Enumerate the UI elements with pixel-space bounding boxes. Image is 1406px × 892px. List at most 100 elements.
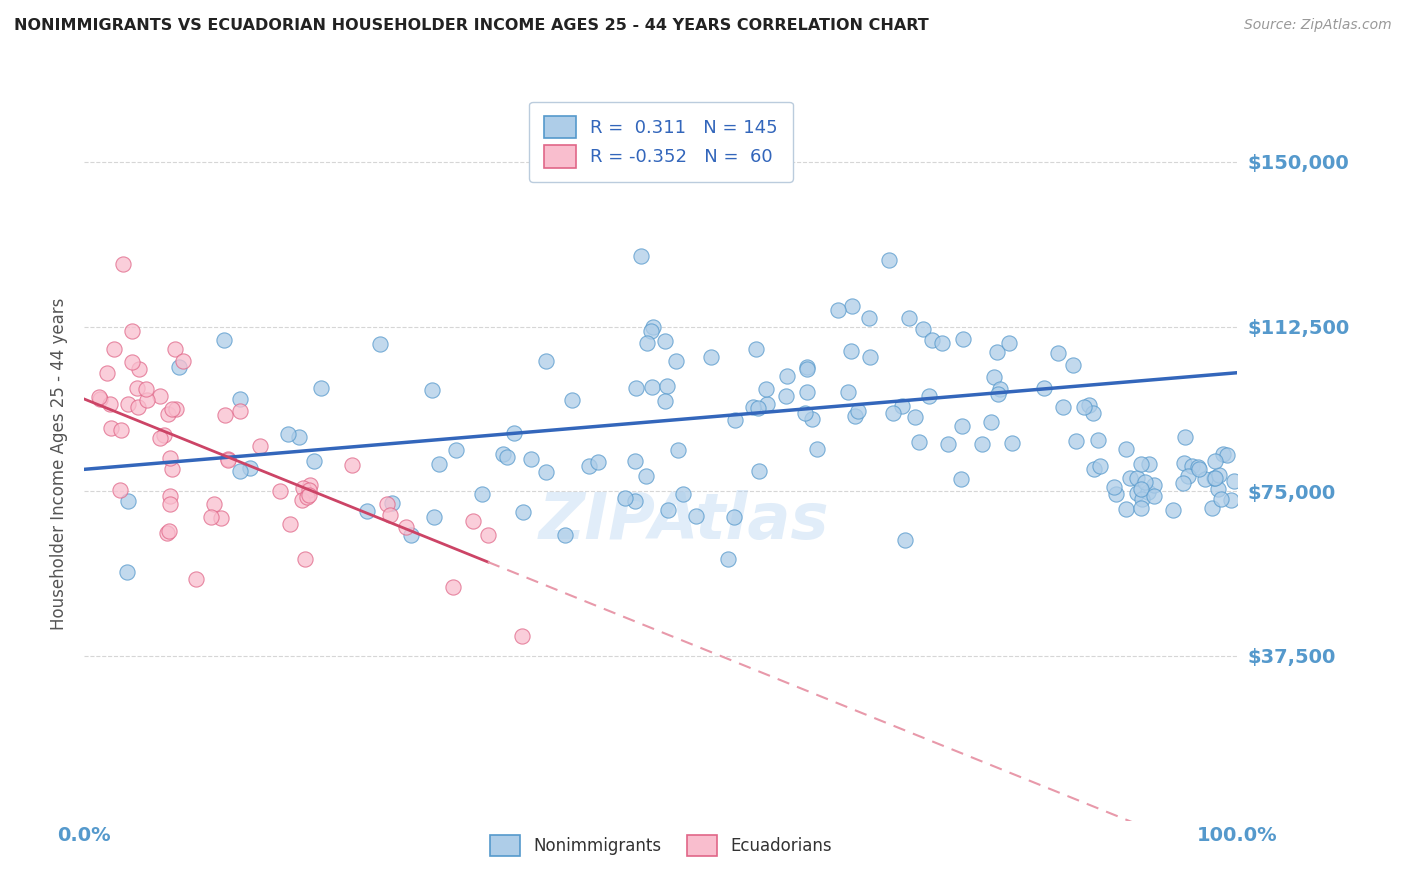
Point [741, 400, 763, 414]
Point [239, 461, 262, 475]
Point [512, 505, 534, 519]
Point [1032, 381, 1054, 395]
Point [894, 533, 917, 548]
Point [115, 565, 138, 579]
Point [745, 342, 768, 356]
Point [936, 437, 959, 451]
Point [163, 342, 186, 356]
Point [342, 458, 364, 472]
Point [125, 381, 148, 395]
Point [578, 458, 600, 473]
Point [844, 409, 866, 424]
Point [717, 552, 740, 566]
Point [157, 524, 180, 538]
Point [167, 360, 190, 375]
Point [657, 379, 679, 393]
Point [298, 477, 321, 491]
Point [1115, 501, 1137, 516]
Point [534, 354, 557, 368]
Point [983, 370, 1005, 384]
Point [214, 409, 236, 423]
Point [1105, 486, 1128, 500]
Point [444, 443, 467, 458]
Point [148, 431, 170, 445]
Point [420, 383, 443, 397]
Point [212, 334, 235, 348]
Point [1073, 401, 1095, 415]
Point [641, 380, 664, 394]
Point [1161, 502, 1184, 516]
Point [298, 483, 321, 498]
Point [1130, 457, 1153, 471]
Point [1188, 462, 1211, 476]
Point [1204, 454, 1226, 468]
Point [1062, 358, 1084, 372]
Point [1001, 435, 1024, 450]
Point [160, 401, 183, 416]
Point [641, 319, 664, 334]
Point [159, 489, 181, 503]
Point [1177, 468, 1199, 483]
Point [988, 383, 1011, 397]
Point [503, 426, 526, 441]
Point [209, 511, 232, 525]
Point [127, 400, 149, 414]
Point [858, 311, 880, 326]
Point [775, 389, 797, 403]
Point [980, 415, 1002, 429]
Point [471, 486, 494, 500]
Point [1115, 442, 1137, 456]
Point [1130, 482, 1153, 496]
Point [931, 336, 953, 351]
Point [796, 385, 818, 400]
Point [103, 342, 125, 356]
Point [877, 252, 900, 267]
Point [277, 427, 299, 442]
Point [156, 526, 179, 541]
Point [624, 381, 647, 395]
Point [110, 483, 132, 498]
Point [492, 447, 515, 461]
Point [519, 451, 541, 466]
Point [96, 366, 118, 380]
Point [1219, 493, 1241, 508]
Point [202, 497, 225, 511]
Point [1216, 448, 1239, 462]
Point [399, 528, 422, 542]
Point [1187, 460, 1209, 475]
Point [89, 392, 111, 406]
Text: Source: ZipAtlas.com: Source: ZipAtlas.com [1244, 18, 1392, 32]
Point [858, 350, 880, 364]
Point [1174, 430, 1197, 444]
Point [1208, 467, 1230, 482]
Point [534, 465, 557, 479]
Point [723, 510, 745, 524]
Point [630, 249, 652, 263]
Point [1083, 462, 1105, 476]
Point [496, 450, 519, 464]
Point [423, 510, 446, 524]
Point [135, 382, 157, 396]
Point [309, 382, 332, 396]
Point [1136, 484, 1159, 499]
Point [1173, 476, 1195, 491]
Point [748, 464, 770, 478]
Point [165, 401, 187, 416]
Point [904, 409, 927, 424]
Point [747, 401, 769, 415]
Point [159, 451, 181, 466]
Point [381, 495, 404, 509]
Point [184, 572, 207, 586]
Point [623, 494, 645, 508]
Point [280, 516, 302, 531]
Point [1130, 501, 1153, 516]
Point [1204, 471, 1226, 485]
Point [614, 491, 637, 505]
Point [298, 488, 321, 502]
Point [292, 481, 315, 495]
Point [1118, 471, 1140, 485]
Point [1126, 471, 1149, 485]
Point [302, 454, 325, 468]
Point [117, 493, 139, 508]
Point [229, 392, 252, 407]
